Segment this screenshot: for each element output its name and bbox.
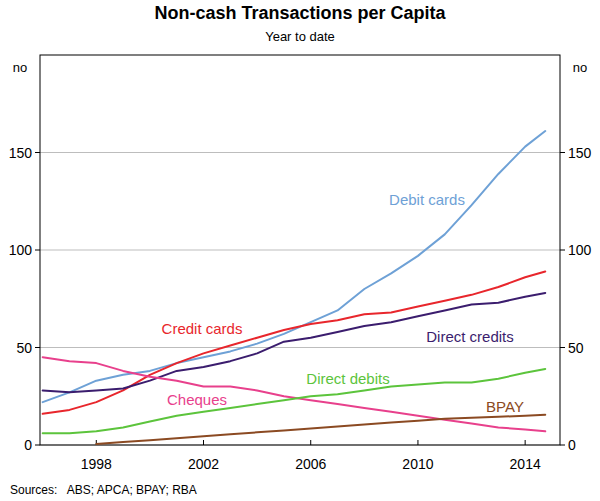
series-line xyxy=(96,415,545,444)
x-tick-label: 2006 xyxy=(295,456,326,472)
x-tick xyxy=(417,440,418,445)
y2-tick-label: 150 xyxy=(568,145,592,161)
y-tick-label: 100 xyxy=(9,242,33,258)
y2-tick-label: 50 xyxy=(568,340,584,356)
x-tick-label: 1998 xyxy=(81,456,112,472)
series-label: Direct credits xyxy=(426,328,514,345)
series-label: BPAY xyxy=(486,398,524,415)
series-label: Credit cards xyxy=(162,320,243,337)
y-tick xyxy=(35,347,40,348)
title: Non-cash Transactions per Capita xyxy=(154,3,446,23)
grid-line xyxy=(40,250,560,251)
series-group xyxy=(43,131,546,444)
source: Sources: ABS; APCA; BPAY; RBA xyxy=(10,483,197,497)
series-label: Cheques xyxy=(167,391,227,408)
y-label: no xyxy=(13,60,27,75)
series-line xyxy=(43,369,546,433)
y2-tick xyxy=(560,250,565,251)
x-tick-label: 2014 xyxy=(510,456,541,472)
y-tick-label: 0 xyxy=(24,437,32,453)
x-tick-label: 2002 xyxy=(188,456,219,472)
grid-line xyxy=(40,347,560,348)
y-tick-label: 150 xyxy=(9,145,33,161)
x-tick-label: 2010 xyxy=(402,456,433,472)
x-tick xyxy=(310,440,311,445)
series-line xyxy=(43,271,546,413)
y-tick xyxy=(35,250,40,251)
y2-tick xyxy=(560,445,565,446)
chart: Non-cash Transactions per Capita Year to … xyxy=(0,0,600,501)
series-line xyxy=(43,293,546,392)
x-tick xyxy=(203,440,204,445)
series-label: Direct debits xyxy=(306,370,389,387)
x-tick xyxy=(525,440,526,445)
series-label: Debit cards xyxy=(389,191,465,208)
plot-frame xyxy=(40,55,560,445)
y2-tick xyxy=(560,347,565,348)
y2-label: no xyxy=(573,60,587,75)
y-tick xyxy=(35,152,40,153)
grid-line xyxy=(40,152,560,153)
y2-tick-label: 0 xyxy=(568,437,576,453)
subtitle: Year to date xyxy=(265,29,335,44)
series-line xyxy=(43,131,546,402)
y-tick xyxy=(35,445,40,446)
y2-tick xyxy=(560,152,565,153)
y2-tick-label: 100 xyxy=(568,242,592,258)
y-tick-label: 50 xyxy=(16,340,32,356)
series-line xyxy=(43,357,546,431)
